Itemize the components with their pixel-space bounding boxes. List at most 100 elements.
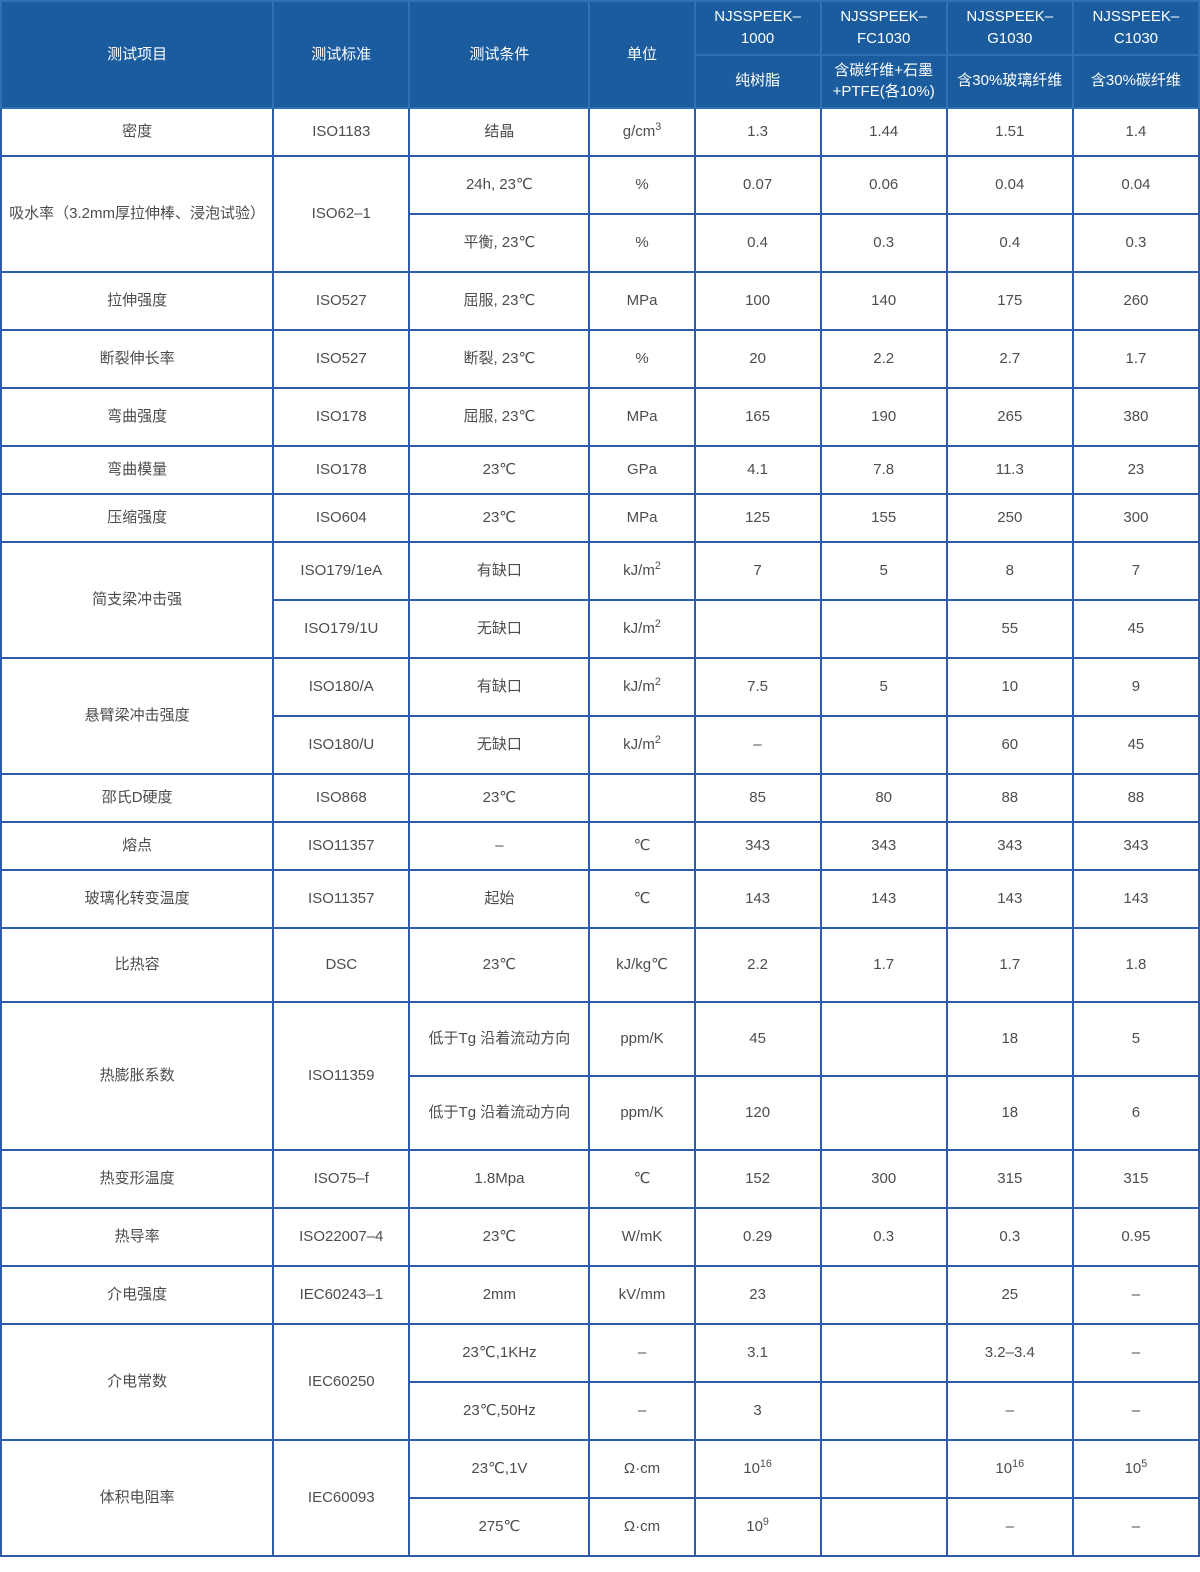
header-grade-code-3: NJSSPEEK–G1030 <box>945 0 1074 56</box>
row-value-grade-3: 0.4 <box>945 213 1074 273</box>
row-test-item: 悬臂梁冲击强度 <box>0 657 275 775</box>
row-value-grade-2 <box>819 1439 948 1499</box>
row-test-condition: 2mm <box>408 1265 591 1325</box>
row-unit: % <box>588 213 696 273</box>
row-test-standard: ISO604 <box>272 493 411 543</box>
row-value-grade-3: 175 <box>945 271 1074 331</box>
row-value-grade-4: 7 <box>1071 541 1200 601</box>
row-value-grade-4: 0.3 <box>1071 213 1200 273</box>
row-value-grade-2 <box>819 1265 948 1325</box>
table-row: 热变形温度 ISO75–f 1.8Mpa ℃ 152 300 315 315 <box>0 1149 1200 1209</box>
row-test-standard: ISO178 <box>272 445 411 495</box>
row-test-standard: ISO868 <box>272 773 411 823</box>
row-test-condition: 23℃ <box>408 445 591 495</box>
row-unit: ℃ <box>588 1149 696 1209</box>
row-test-item: 热变形温度 <box>0 1149 275 1209</box>
table-row: ISO179/1U 无缺口 kJ/m2 55 45 <box>1 599 1200 659</box>
header-test-item: 测试项目 <box>0 0 275 109</box>
row-test-condition: 屈服, 23℃ <box>408 271 591 331</box>
row-unit: ppm/K <box>588 1075 696 1151</box>
table-row: 玻璃化转变温度 ISO11357 起始 ℃ 143 143 143 143 <box>0 869 1200 929</box>
table-row: 275℃ Ω·cm 109 – – <box>1 1497 1200 1557</box>
row-test-condition: 起始 <box>408 869 591 929</box>
row-value-grade-3: 0.3 <box>945 1207 1074 1267</box>
row-value-grade-1: 23 <box>693 1265 822 1325</box>
table-row: 23℃,50Hz –3– – <box>1 1381 1200 1441</box>
row-test-item: 介电强度 <box>0 1265 275 1325</box>
row-unit: ppm/K <box>588 1001 696 1077</box>
table-row: 热膨胀系数 ISO11359 低于Tg 沿着流动方向 ppm/K 45 18 5 <box>0 1001 1200 1151</box>
row-value-grade-3: 1.51 <box>945 107 1074 157</box>
header-grade-code-4: NJSSPEEK–C1030 <box>1071 0 1200 56</box>
row-test-condition: 23℃ <box>408 773 591 823</box>
row-value-grade-3: 1.7 <box>945 927 1074 1003</box>
row-value-grade-1: 343 <box>693 821 822 871</box>
row-unit: kJ/m2 <box>588 541 696 601</box>
row-value-grade-2 <box>819 599 948 659</box>
row-test-condition: 23℃,1KHz <box>408 1323 591 1383</box>
row-test-standard: ISO527 <box>272 329 411 389</box>
row-test-item: 热膨胀系数 <box>0 1001 275 1151</box>
row-test-condition: 有缺口 <box>408 541 591 601</box>
header-grade-desc-1: 纯树脂 <box>693 53 822 109</box>
row-value-grade-3: 250 <box>945 493 1074 543</box>
row-test-standard: IEC60093 <box>272 1439 411 1557</box>
row-test-standard: ISO11357 <box>272 869 411 929</box>
row-value-grade-1: 20 <box>693 329 822 389</box>
table-row: 平衡, 23℃% 0.4 0.3 0.4 0.3 <box>1 213 1200 273</box>
row-unit: MPa <box>588 387 696 447</box>
row-test-condition: 低于Tg 沿着流动方向 <box>408 1001 591 1077</box>
row-value-grade-2: 140 <box>819 271 948 331</box>
row-value-grade-4: – <box>1071 1381 1200 1441</box>
row-value-grade-1: 4.1 <box>693 445 822 495</box>
row-test-standard: IEC60243–1 <box>272 1265 411 1325</box>
table-row: 压缩强度 ISO604 23℃ MPa 125 155 250 300 <box>0 493 1200 543</box>
row-value-grade-2 <box>819 1381 948 1441</box>
table-row: 熔点 ISO11357– ℃ 343 343 343 343 <box>0 821 1200 871</box>
row-value-grade-3: 1016 <box>945 1439 1074 1499</box>
header-grade-desc-2: 含碳纤维+石墨+PTFE(各10%) <box>819 53 948 109</box>
row-value-grade-2: 143 <box>819 869 948 929</box>
row-value-grade-1: 125 <box>693 493 822 543</box>
row-unit: % <box>588 155 696 215</box>
row-value-grade-2 <box>819 1323 948 1383</box>
row-value-grade-4: 105 <box>1071 1439 1200 1499</box>
row-test-item: 断裂伸长率 <box>0 329 275 389</box>
row-value-grade-3: 343 <box>945 821 1074 871</box>
row-value-grade-4: 6 <box>1071 1075 1200 1151</box>
row-value-grade-1: 3.1 <box>693 1323 822 1383</box>
row-test-condition: 无缺口 <box>408 599 591 659</box>
row-test-condition: 275℃ <box>408 1497 591 1557</box>
row-test-standard: ISO11359 <box>272 1001 411 1151</box>
row-value-grade-2: 300 <box>819 1149 948 1209</box>
row-unit: g/cm3 <box>588 107 696 157</box>
row-unit: kJ/m2 <box>588 599 696 659</box>
row-test-condition: 结晶 <box>408 107 591 157</box>
row-value-grade-2: 190 <box>819 387 948 447</box>
row-test-condition: 23℃ <box>408 493 591 543</box>
row-test-standard: ISO527 <box>272 271 411 331</box>
row-test-standard: ISO180/U <box>272 715 411 775</box>
row-unit: W/mK <box>588 1207 696 1267</box>
row-value-grade-1: 1.3 <box>693 107 822 157</box>
row-value-grade-1: – <box>693 715 822 775</box>
row-value-grade-1: 7.5 <box>693 657 822 717</box>
row-unit: Ω·cm <box>588 1439 696 1499</box>
row-value-grade-1: 7 <box>693 541 822 601</box>
table-row: 邵氏D硬度 ISO868 23℃ 85 80 88 88 <box>0 773 1200 823</box>
row-value-grade-3: 315 <box>945 1149 1074 1209</box>
row-test-item: 介电常数 <box>0 1323 275 1441</box>
row-test-condition: 1.8Mpa <box>408 1149 591 1209</box>
row-value-grade-1: 1016 <box>693 1439 822 1499</box>
row-value-grade-1 <box>693 599 822 659</box>
header-grade-desc-3: 含30%玻璃纤维 <box>945 53 1074 109</box>
row-value-grade-4: 143 <box>1071 869 1200 929</box>
row-test-standard: ISO180/A <box>272 657 411 717</box>
row-value-grade-4: – <box>1071 1265 1200 1325</box>
row-test-item: 弯曲模量 <box>0 445 275 495</box>
row-test-standard: IEC60250 <box>272 1323 411 1441</box>
row-value-grade-3: – <box>945 1497 1074 1557</box>
row-value-grade-4: 1.4 <box>1071 107 1200 157</box>
table-row: 体积电阻率 IEC60093 23℃,1V Ω·cm 1016 1016 105 <box>0 1439 1200 1557</box>
